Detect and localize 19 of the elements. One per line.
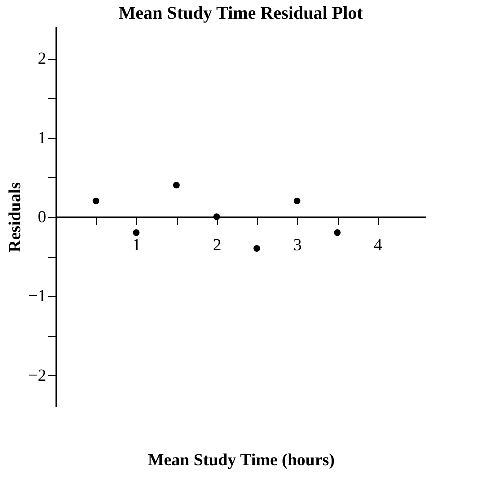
point <box>92 198 100 205</box>
x-tick-label: 1 <box>132 236 142 254</box>
y-tick-label: −2 <box>28 366 46 385</box>
x-tick-label: 3 <box>294 236 302 254</box>
point <box>254 245 260 252</box>
y-tick-label: 2 <box>38 49 46 68</box>
point <box>214 214 220 220</box>
point <box>173 182 180 189</box>
point <box>334 229 341 236</box>
chart-title: Mean Study Time Residual Plot <box>118 3 364 23</box>
y-axis-title: Residuals <box>5 182 24 252</box>
point <box>133 229 140 236</box>
y-tick-label: 1 <box>38 128 46 148</box>
y-tick-label: −1 <box>28 286 46 306</box>
x-tick-label: 2 <box>213 236 222 254</box>
x-axis-title: Mean Study Time (hours) <box>148 450 335 470</box>
x-tick-label: 4 <box>374 236 383 254</box>
y-tick-label: 0 <box>38 208 46 226</box>
point <box>294 198 301 205</box>
